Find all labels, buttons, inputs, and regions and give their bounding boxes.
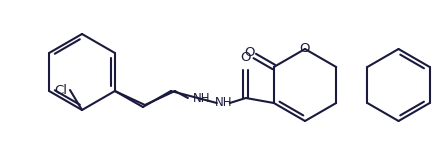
Text: O: O bbox=[300, 42, 310, 56]
Text: O: O bbox=[241, 51, 251, 64]
Text: NH: NH bbox=[193, 92, 210, 105]
Text: NH: NH bbox=[215, 97, 233, 110]
Text: Cl: Cl bbox=[54, 83, 67, 97]
Text: O: O bbox=[244, 46, 255, 59]
